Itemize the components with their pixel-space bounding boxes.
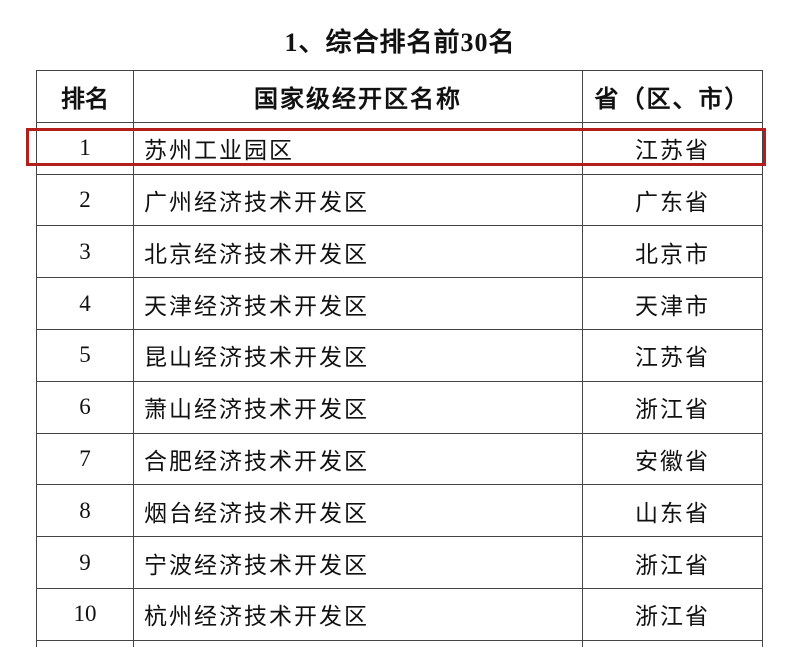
table-row: 4 天津经济技术开发区 天津市 <box>36 277 763 330</box>
rank-cell: 5 <box>36 328 134 382</box>
document-title: 1、综合排名前30名 <box>284 28 516 57</box>
zone-name-cell: 杭州经济技术开发区 <box>133 587 583 641</box>
rank-cell: 10 <box>36 587 134 641</box>
rank-cell: 4 <box>36 277 134 330</box>
zone-name-cell: 昆山经济技术开发区 <box>133 328 583 382</box>
province-cell: 广东省 <box>582 173 763 227</box>
table-row: 2 广州经济技术开发区 广东省 <box>36 173 763 227</box>
table-row: 6 萧山经济技术开发区 浙江省 <box>36 380 763 434</box>
province-cell: 安徽省 <box>582 432 763 486</box>
rank-cell: 8 <box>36 484 134 538</box>
rank-cell: 7 <box>36 432 134 486</box>
zone-name-cell: 合肥经济技术开发区 <box>133 432 583 486</box>
rank-cell: 2 <box>36 173 134 227</box>
province-cell: 山东省 <box>582 484 763 538</box>
header-province: 省（区、市） <box>582 70 763 123</box>
rank-cell: 9 <box>36 536 134 589</box>
rank-cell: 6 <box>36 380 134 434</box>
highlight-box <box>26 128 766 166</box>
table-row: 10 杭州经济技术开发区 浙江省 <box>36 587 763 641</box>
table-row: 8 烟台经济技术开发区 山东省 <box>36 484 763 538</box>
table-row: 9 宁波经济技术开发区 浙江省 <box>36 536 763 589</box>
ranking-table: 排名 国家级经开区名称 省（区、市） 1 苏州工业园区 江苏省 2 广州经济技术开发区广… <box>36 70 763 647</box>
province-cell: 浙江省 <box>582 587 763 641</box>
header-zone-name: 国家级经开区名称 <box>133 70 583 123</box>
table-header-row: 排名 国家级经开区名称 省（区、市） <box>36 70 763 123</box>
zone-name-cell: 北京经济技术开发区 <box>133 225 583 279</box>
province-cell: 浙江省 <box>582 536 763 589</box>
zone-name-cell: 萧山经济技术开发区 <box>133 380 583 434</box>
table-row-continuation <box>36 639 763 647</box>
province-cell: 北京市 <box>582 225 763 279</box>
zone-name-cell: 天津经济技术开发区 <box>133 277 583 330</box>
province-cell: 浙江省 <box>582 380 763 434</box>
table-row: 5 昆山经济技术开发区 江苏省 <box>36 328 763 382</box>
zone-name-cell: 广州经济技术开发区 <box>133 173 583 227</box>
table-row: 7 合肥经济技术开发区 安徽省 <box>36 432 763 486</box>
table-row: 3 北京经济技术开发区 北京市 <box>36 225 763 279</box>
province-cell: 天津市 <box>582 277 763 330</box>
header-rank: 排名 <box>36 70 134 123</box>
province-cell: 江苏省 <box>582 328 763 382</box>
zone-name-cell: 烟台经济技术开发区 <box>133 484 583 538</box>
rank-cell: 3 <box>36 225 134 279</box>
zone-name-cell: 宁波经济技术开发区 <box>133 536 583 589</box>
